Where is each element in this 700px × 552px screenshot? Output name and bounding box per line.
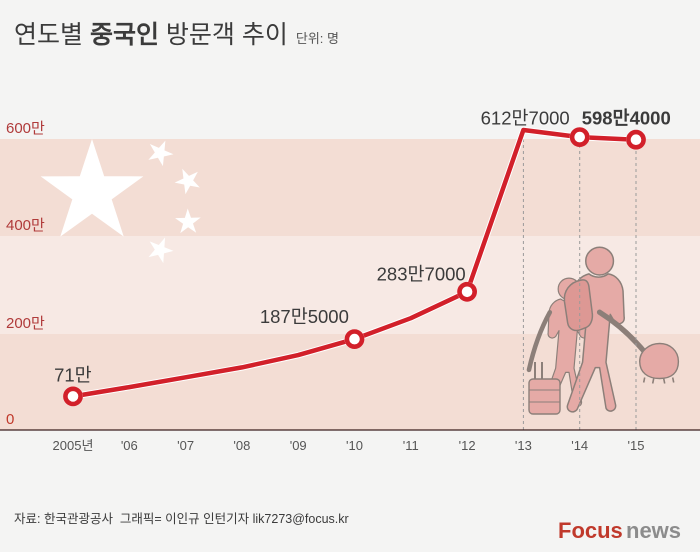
- svg-text:200만: 200만: [6, 315, 45, 332]
- svg-text:71만: 71만: [54, 364, 92, 385]
- svg-text:Focus: Focus: [558, 518, 623, 543]
- svg-text:news: news: [626, 518, 681, 543]
- svg-text:'06: '06: [121, 438, 138, 453]
- svg-text:'08: '08: [233, 438, 250, 453]
- svg-text:'12: '12: [459, 438, 476, 453]
- svg-text:598만4000: 598만4000: [582, 107, 671, 128]
- svg-text:400만: 400만: [6, 217, 45, 234]
- svg-text:612만7000: 612만7000: [481, 107, 570, 128]
- svg-text:'09: '09: [290, 438, 307, 453]
- svg-text:0: 0: [6, 411, 14, 428]
- svg-text:187만5000: 187만5000: [260, 306, 349, 327]
- svg-text:2005년: 2005년: [53, 438, 94, 453]
- svg-text:600만: 600만: [6, 120, 45, 137]
- svg-text:283만7000: 283만7000: [377, 264, 466, 285]
- svg-text:'14: '14: [571, 438, 588, 453]
- svg-text:'07: '07: [177, 438, 194, 453]
- svg-text:'13: '13: [515, 438, 532, 453]
- svg-text:'11: '11: [403, 438, 419, 453]
- svg-text:'15: '15: [628, 438, 645, 453]
- svg-text:'10: '10: [346, 438, 363, 453]
